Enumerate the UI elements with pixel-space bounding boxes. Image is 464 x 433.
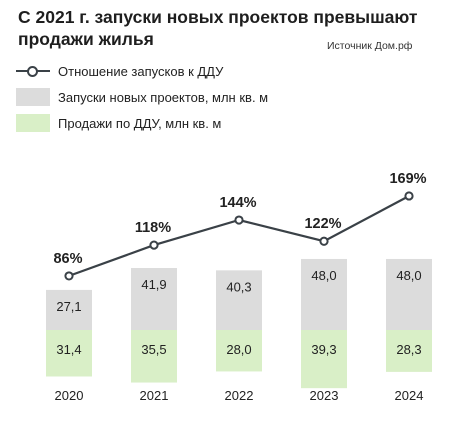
legend-item-sales: Продажи по ДДУ, млн кв. м <box>16 110 336 136</box>
launches-value-label: 27,1 <box>56 299 81 314</box>
sales-value-label: 39,3 <box>311 342 336 357</box>
legend-item-ratio: Отношение запусков к ДДУ <box>16 58 336 84</box>
launches-value-label: 48,0 <box>311 268 336 283</box>
launches-bar-2024 <box>386 258 432 330</box>
sales-value-label: 28,3 <box>396 342 421 357</box>
legend-label-ratio: Отношение запусков к ДДУ <box>58 63 224 79</box>
launches-bar-2022 <box>216 270 262 330</box>
launches-value-label: 48,0 <box>396 268 421 283</box>
year-tick-label: 2024 <box>395 388 424 403</box>
ratio-value-label: 118% <box>135 220 171 236</box>
chart-title: С 2021 г. запуски новых проектов превыша… <box>18 7 418 49</box>
sales-bar-2020 <box>46 330 92 377</box>
line-marker-icon <box>16 64 50 78</box>
launches-bar-2020 <box>46 289 92 330</box>
ratio-point-2023 <box>319 236 329 246</box>
legend-label-sales: Продажи по ДДУ, млн кв. м <box>58 115 222 131</box>
ratio-point-2021 <box>149 240 159 250</box>
ratio-value-label: 122% <box>304 216 341 232</box>
sales-value-label: 28,0 <box>226 342 251 357</box>
sales-bar-2022 <box>216 330 262 372</box>
year-tick-label: 2021 <box>140 388 169 403</box>
legend-label-launches: Запуски новых проектов, млн кв. м <box>58 89 269 105</box>
year-tick-label: 2023 <box>310 388 339 403</box>
ratio-point-2022 <box>234 215 244 225</box>
sales-value-label: 35,5 <box>141 342 166 357</box>
launches-bar-2023 <box>301 258 347 330</box>
ratio-value-label: 86% <box>53 251 82 267</box>
launches-value-label: 40,3 <box>226 279 251 294</box>
sales-swatch <box>16 114 50 132</box>
ratio-value-label: 169% <box>389 171 426 187</box>
source-note: Источник Дом.рф <box>327 40 413 52</box>
year-tick-label: 2020 <box>55 388 84 403</box>
launches-swatch <box>16 88 50 106</box>
sales-value-label: 31,4 <box>56 342 81 357</box>
ratio-point-2024 <box>404 191 414 201</box>
ratio-point-2020 <box>64 271 74 281</box>
launches-bar-2021 <box>131 267 177 330</box>
sales-bar-2024 <box>386 330 432 372</box>
launches-value-label: 41,9 <box>141 277 166 292</box>
legend-item-launches: Запуски новых проектов, млн кв. м <box>16 84 336 110</box>
ratio-value-label: 144% <box>219 195 256 211</box>
year-tick-label: 2022 <box>225 388 254 403</box>
sales-bar-2023 <box>301 330 347 389</box>
sales-bar-2021 <box>131 330 177 383</box>
legend: Отношение запусков к ДДУ Запуски новых п… <box>16 58 336 136</box>
